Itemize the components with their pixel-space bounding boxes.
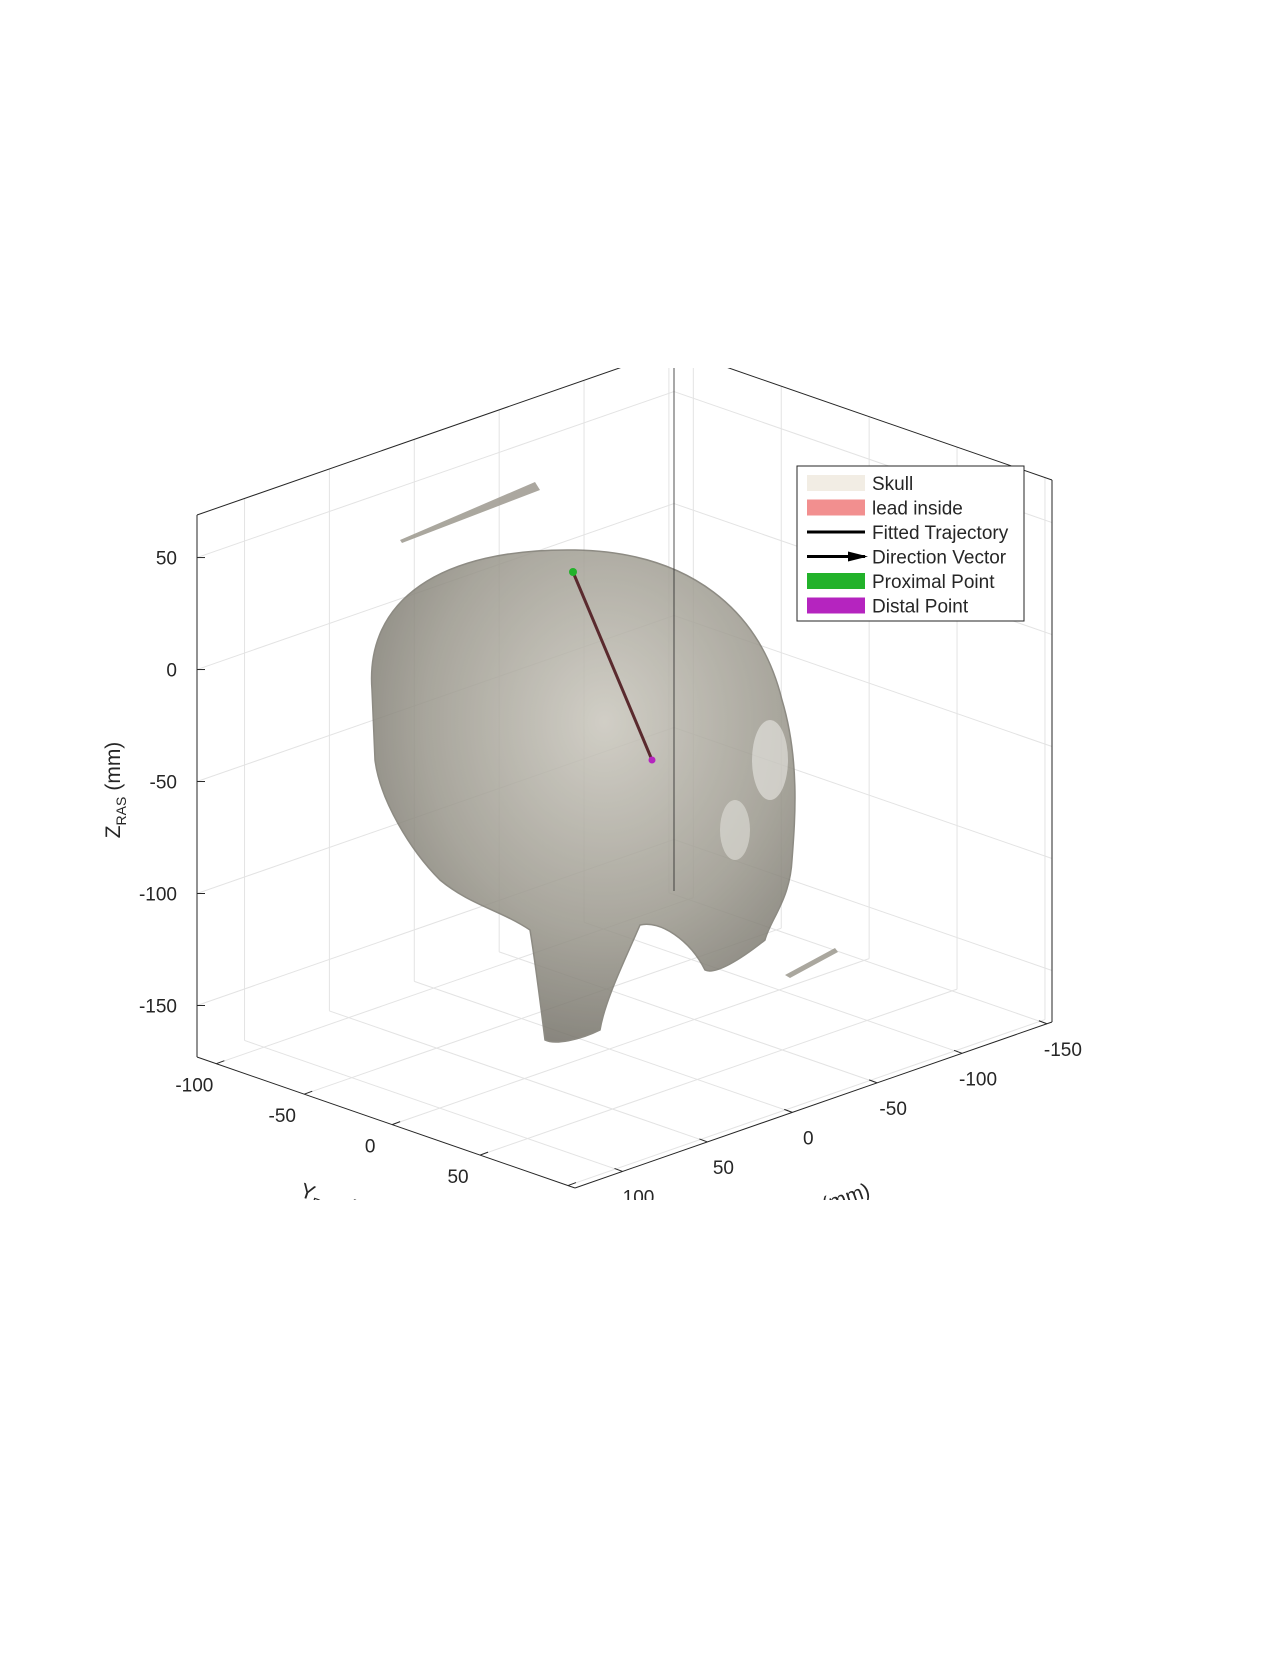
z-tick-label: 0	[166, 661, 177, 682]
axis-letter: Z	[102, 825, 125, 838]
grid-line	[583, 921, 963, 1054]
axis-subscript: RAS	[113, 797, 129, 826]
orbit	[720, 800, 750, 860]
tick-mark	[1038, 1020, 1048, 1025]
x-tick-label: -100	[959, 1069, 997, 1090]
tick-mark	[953, 1049, 963, 1054]
z-tick-label: 50	[156, 549, 177, 570]
legend-arrowhead	[848, 551, 868, 562]
tick-mark	[391, 1121, 401, 1126]
legend-label: Proximal Point	[872, 572, 995, 593]
grid-line	[329, 1010, 708, 1143]
fragment	[400, 482, 540, 543]
grid-line	[567, 1019, 1046, 1187]
fragment	[785, 948, 838, 978]
x-tick-label: 100	[623, 1187, 655, 1208]
xlabel-title: XRAS(mm)	[773, 1179, 874, 1236]
axis-letter: X	[773, 1206, 794, 1232]
tick-mark	[216, 1060, 225, 1065]
legend-label: lead inside	[872, 499, 963, 520]
y-tick-label: 50	[447, 1167, 468, 1188]
grid-line	[196, 391, 675, 559]
ylabel-title: YRAS(mm)	[296, 1179, 397, 1236]
legend-label: Distal Point	[872, 597, 969, 618]
legend-label: Fitted Trajectory	[872, 523, 1009, 544]
tick-mark	[614, 1167, 623, 1172]
legend-swatch	[807, 573, 865, 589]
tick-mark	[699, 1138, 708, 1143]
y-tick-label: 0	[365, 1137, 376, 1158]
distal-point	[648, 756, 656, 764]
legend: Skull lead inside Fitted Trajectory Directi…	[796, 465, 1025, 622]
skull	[370, 482, 838, 1043]
tick-mark	[784, 1108, 793, 1113]
x-tick-label: 0	[803, 1128, 814, 1149]
orbit	[752, 720, 788, 800]
grid-line	[391, 958, 870, 1126]
axis-subscript: RAS	[790, 1207, 822, 1232]
legend-box	[796, 465, 1025, 622]
x-tick-label: -150	[1044, 1040, 1082, 1061]
grid-line	[479, 988, 958, 1156]
axes: 100 50 0 -50 -100 -150 100 50 0 -50 -100 -150 -100 -5…	[102, 368, 1082, 1236]
tick-mark	[479, 1151, 489, 1156]
axis-letter: Y	[297, 1179, 318, 1205]
proximal-point	[569, 568, 577, 576]
y-tick-label: -50	[269, 1106, 296, 1127]
tick-mark	[304, 1090, 313, 1095]
axis-subscript: RAS	[309, 1194, 341, 1219]
axis-line	[574, 1021, 1053, 1189]
legend-swatch	[807, 597, 865, 614]
grid-line	[414, 980, 793, 1113]
plot-area: 100 50 0 -50 -100 -150 100 50 0 -50 -100 -150 -100 -5…	[102, 368, 1082, 1236]
axis-line	[727, 368, 1053, 481]
axis-unit: (mm)	[102, 742, 125, 791]
y-tick-label: -100	[175, 1076, 213, 1097]
axis-unit: (mm)	[819, 1179, 873, 1217]
x-tick-label: 50	[713, 1158, 734, 1179]
y-tick-label: 100	[530, 1198, 562, 1219]
legend-swatch	[807, 499, 865, 516]
tick-mark	[868, 1079, 878, 1084]
zlabel-title: ZRAS (mm)	[102, 742, 129, 839]
axis-unit: (mm)	[343, 1195, 397, 1233]
legend-label: Direction Vector	[872, 548, 1007, 569]
trajectory	[571, 571, 654, 761]
z-tick-label: -150	[139, 996, 177, 1017]
tick-mark	[567, 1182, 577, 1187]
grid-line	[244, 1039, 623, 1172]
x-tick-label: -50	[879, 1099, 906, 1120]
axis-line	[196, 1056, 576, 1189]
z-tick-label: -50	[150, 773, 177, 794]
legend-swatch	[807, 475, 865, 491]
z-tick-label: -100	[139, 885, 177, 906]
legend-label: Skull	[872, 474, 913, 495]
skull-shape	[370, 549, 796, 1043]
axis-line	[196, 368, 621, 516]
